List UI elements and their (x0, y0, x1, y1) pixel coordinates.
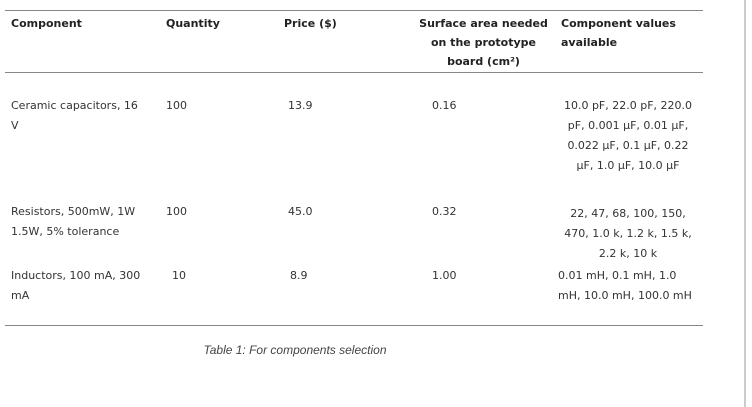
cell: 100 (166, 205, 187, 218)
page-edge (744, 0, 746, 407)
header-rule (5, 72, 703, 73)
bottom-rule (5, 325, 703, 326)
cell: 100 (166, 99, 187, 112)
cell: 0.32 (432, 205, 457, 218)
cell: Inductors, 100 mA, 300 mA (11, 269, 141, 302)
cell: 13.9 (288, 99, 313, 112)
table-caption: Table 1: For components selection (203, 343, 387, 357)
cell: 1.00 (432, 269, 457, 282)
header-cell: Surface area needed on the prototype boa… (419, 17, 548, 68)
cell: 0.01 mH, 0.1 mH, 1.0 mH, 10.0 mH, 100.0 … (558, 269, 692, 302)
header-cell: Price ($) (284, 17, 337, 30)
cell: 8.9 (290, 269, 308, 282)
cell: 0.16 (432, 99, 457, 112)
cell: Resistors, 500mW, 1W 1.5W, 5% tolerance (11, 205, 136, 238)
cell: Ceramic capacitors, 16 V (11, 99, 138, 132)
cell: 10 (172, 269, 186, 282)
cell: 22, 47, 68, 100, 150, 470, 1.0 k, 1.2 k,… (564, 207, 692, 260)
top-rule (5, 10, 703, 11)
header-cell: Component (11, 17, 82, 30)
header-cell: Quantity (166, 17, 220, 30)
header-cell: Component values available (561, 17, 676, 49)
cell: 10.0 pF, 22.0 pF, 220.0 pF, 0.001 μF, 0.… (563, 99, 693, 172)
cell: 45.0 (288, 205, 313, 218)
